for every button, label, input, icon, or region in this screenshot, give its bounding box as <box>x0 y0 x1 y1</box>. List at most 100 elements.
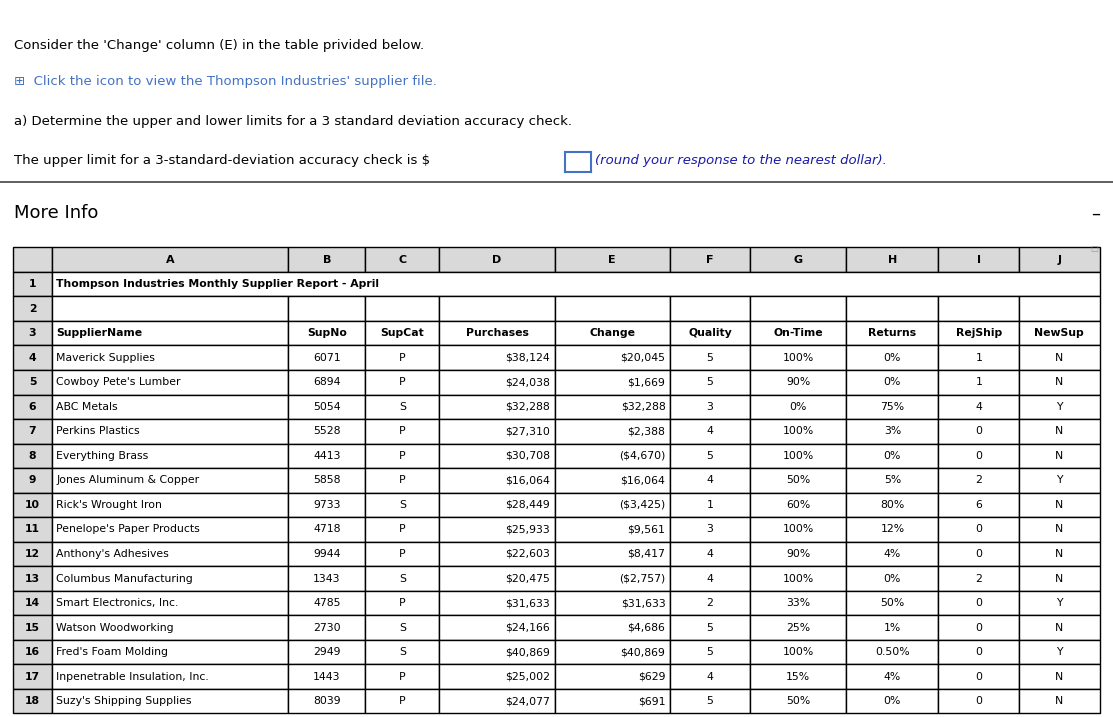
Text: Penelope's Paper Products: Penelope's Paper Products <box>56 524 200 534</box>
Bar <box>13 665 51 689</box>
Bar <box>938 591 1020 615</box>
Text: $31,633: $31,633 <box>505 598 550 608</box>
Bar <box>554 689 670 713</box>
Bar <box>13 591 51 615</box>
Text: ⊞  Click the icon to view the Thompson Industries' supplier file.: ⊞ Click the icon to view the Thompson In… <box>14 75 437 88</box>
Bar <box>365 247 440 272</box>
Bar <box>51 444 288 468</box>
Text: Y: Y <box>1056 647 1063 657</box>
Bar <box>1020 468 1100 493</box>
Bar <box>51 665 288 689</box>
Bar <box>288 419 365 444</box>
Text: $24,166: $24,166 <box>505 622 550 632</box>
Text: 5: 5 <box>707 377 713 387</box>
Text: 100%: 100% <box>782 524 814 534</box>
Text: Columbus Manufacturing: Columbus Manufacturing <box>56 574 193 584</box>
Text: 60%: 60% <box>786 500 810 510</box>
Bar <box>13 247 51 272</box>
Text: 4718: 4718 <box>313 524 341 534</box>
Bar <box>938 370 1020 394</box>
Text: $31,633: $31,633 <box>621 598 666 608</box>
Bar <box>13 272 51 296</box>
Bar <box>1020 542 1100 566</box>
Text: 0: 0 <box>975 524 983 534</box>
Text: $25,002: $25,002 <box>505 672 550 682</box>
Bar <box>13 493 51 517</box>
Text: ($4,670): ($4,670) <box>619 451 666 461</box>
Bar <box>938 321 1020 346</box>
Text: 0: 0 <box>975 451 983 461</box>
Bar <box>670 247 750 272</box>
Bar <box>750 296 846 321</box>
Bar <box>554 394 670 419</box>
Bar <box>13 615 51 640</box>
Text: Thompson Industries Monthly Supplier Report - April: Thompson Industries Monthly Supplier Rep… <box>56 279 380 289</box>
Bar <box>554 665 670 689</box>
Text: N: N <box>1055 353 1063 363</box>
Text: A: A <box>166 255 175 265</box>
Bar <box>365 296 440 321</box>
Text: 4: 4 <box>975 402 982 412</box>
Bar <box>846 665 938 689</box>
Bar <box>554 247 670 272</box>
Bar <box>554 517 670 542</box>
Bar <box>13 689 51 713</box>
Text: 75%: 75% <box>880 402 905 412</box>
Bar <box>846 517 938 542</box>
Text: 16: 16 <box>24 647 40 657</box>
Bar <box>846 394 938 419</box>
Text: $4,686: $4,686 <box>628 622 666 632</box>
Text: 8: 8 <box>29 451 37 461</box>
Bar <box>670 296 750 321</box>
Text: 9: 9 <box>29 475 37 485</box>
Text: Returns: Returns <box>868 328 916 338</box>
Bar <box>1020 370 1100 394</box>
Bar <box>670 517 750 542</box>
Bar <box>554 615 670 640</box>
Text: $25,933: $25,933 <box>505 524 550 534</box>
Text: 100%: 100% <box>782 451 814 461</box>
Text: 2: 2 <box>975 574 982 584</box>
Text: C: C <box>398 255 406 265</box>
Bar <box>1020 493 1100 517</box>
Bar <box>440 346 554 370</box>
Text: 4: 4 <box>29 353 37 363</box>
Text: Quality: Quality <box>688 328 732 338</box>
Text: N: N <box>1055 451 1063 461</box>
Text: 5: 5 <box>707 647 713 657</box>
Bar <box>846 321 938 346</box>
Bar <box>750 394 846 419</box>
Bar <box>1020 689 1100 713</box>
Text: P: P <box>398 427 405 437</box>
Bar <box>750 468 846 493</box>
Bar <box>1020 296 1100 321</box>
Text: 4: 4 <box>707 475 713 485</box>
Bar <box>13 346 51 370</box>
Text: P: P <box>398 451 405 461</box>
Bar <box>51 640 288 665</box>
Bar <box>288 689 365 713</box>
Bar <box>365 566 440 591</box>
Text: 0%: 0% <box>789 402 807 412</box>
Bar <box>938 296 1020 321</box>
Text: 5: 5 <box>707 696 713 706</box>
Text: 0: 0 <box>975 696 983 706</box>
Bar <box>13 394 51 419</box>
Text: P: P <box>398 524 405 534</box>
Text: 17: 17 <box>24 672 40 682</box>
Bar <box>51 272 1100 296</box>
Text: $32,288: $32,288 <box>621 402 666 412</box>
Bar <box>440 370 554 394</box>
Text: On-Time: On-Time <box>774 328 824 338</box>
Bar <box>365 370 440 394</box>
Bar <box>365 542 440 566</box>
Bar <box>670 370 750 394</box>
Text: SupCat: SupCat <box>381 328 424 338</box>
Bar <box>554 444 670 468</box>
Text: 50%: 50% <box>786 696 810 706</box>
Bar <box>1020 247 1100 272</box>
Bar <box>554 296 670 321</box>
Text: 13: 13 <box>24 574 40 584</box>
Text: 0%: 0% <box>884 574 902 584</box>
Bar <box>938 468 1020 493</box>
